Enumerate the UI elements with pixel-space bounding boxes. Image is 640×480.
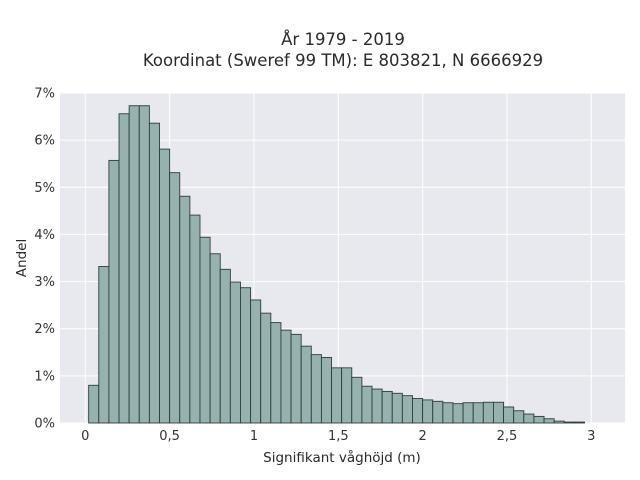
histogram-bar [351, 376, 363, 424]
histogram-bar [452, 403, 464, 424]
x-tick-label: 3 [587, 429, 595, 444]
histogram-bar [331, 367, 343, 424]
histogram-bar [88, 384, 100, 424]
histogram-bar [199, 236, 211, 424]
y-axis-label: Andel [14, 239, 30, 277]
histogram-bar [310, 354, 322, 424]
histogram-bar [442, 402, 454, 424]
histogram-bar [300, 345, 312, 424]
histogram-bar [371, 388, 383, 424]
histogram-bar [280, 329, 292, 424]
chart-subtitle: Koordinat (Sweref 99 TM): E 803821, N 66… [143, 51, 543, 70]
y-tick-label: 3% [34, 275, 55, 290]
histogram-bar [462, 402, 474, 424]
histogram-bar [533, 415, 545, 424]
x-axis-label: Signifikant våghöjd (m) [263, 449, 421, 466]
histogram-bars [88, 105, 585, 424]
histogram-bar [503, 406, 515, 424]
histogram-bar [563, 421, 575, 424]
histogram-bar [492, 401, 505, 424]
histogram-bar [472, 402, 484, 424]
histogram-bar [361, 385, 373, 424]
histogram-bar [523, 413, 535, 424]
histogram-bar [401, 395, 413, 424]
histogram-bar [422, 399, 434, 424]
histogram-bar [482, 401, 494, 424]
y-tick-label: 5% [34, 181, 55, 196]
chart-title: År 1979 - 2019 [281, 30, 405, 49]
x-tick-label: 0 [81, 429, 89, 444]
histogram-bar [179, 195, 191, 424]
histogram-bar [138, 105, 150, 424]
histogram-bar [290, 333, 302, 424]
histogram-bar [320, 357, 332, 424]
x-tick-label: 1,5 [328, 429, 349, 444]
histogram-bar [108, 159, 120, 424]
y-tick-label: 6% [34, 134, 55, 149]
histogram-bar [543, 418, 555, 424]
histogram-bar [553, 420, 565, 424]
histogram-bar [513, 410, 525, 424]
histogram-bar [229, 281, 241, 424]
histogram-bar [573, 421, 585, 424]
histogram-bar [148, 122, 160, 424]
histogram-bar [412, 398, 424, 424]
x-tick-label: 1 [250, 429, 258, 444]
histogram-bar [250, 299, 262, 424]
histogram-bar [391, 392, 403, 424]
histogram-bar [189, 214, 201, 424]
histogram-bar [128, 105, 140, 424]
histogram-bar [270, 322, 282, 424]
y-tick-label: 4% [34, 228, 55, 243]
histogram-bar [240, 287, 252, 424]
y-tick-label: 7% [34, 87, 55, 102]
y-axis-ticks: 0% 1% 2% 3% 4% 5% 6% 7% [34, 87, 55, 432]
histogram-bar [209, 253, 221, 424]
histogram-bar [98, 266, 110, 424]
y-tick-label: 0% [34, 417, 55, 432]
x-tick-label: 2 [418, 429, 426, 444]
y-tick-label: 2% [34, 322, 55, 337]
x-tick-label: 0,5 [159, 429, 180, 444]
x-axis-ticks: 0 0,5 1 1,5 2 2,5 3 [81, 429, 595, 444]
histogram-bar [219, 268, 231, 424]
histogram-bar [432, 400, 444, 424]
histogram-bar [118, 113, 130, 424]
histogram-bar [159, 148, 171, 424]
histogram-bar [260, 312, 272, 424]
x-tick-label: 2,5 [497, 429, 518, 444]
histogram-bar [381, 390, 393, 424]
histogram-bar [341, 367, 353, 424]
histogram-bar [169, 172, 181, 424]
y-tick-label: 1% [34, 369, 55, 384]
